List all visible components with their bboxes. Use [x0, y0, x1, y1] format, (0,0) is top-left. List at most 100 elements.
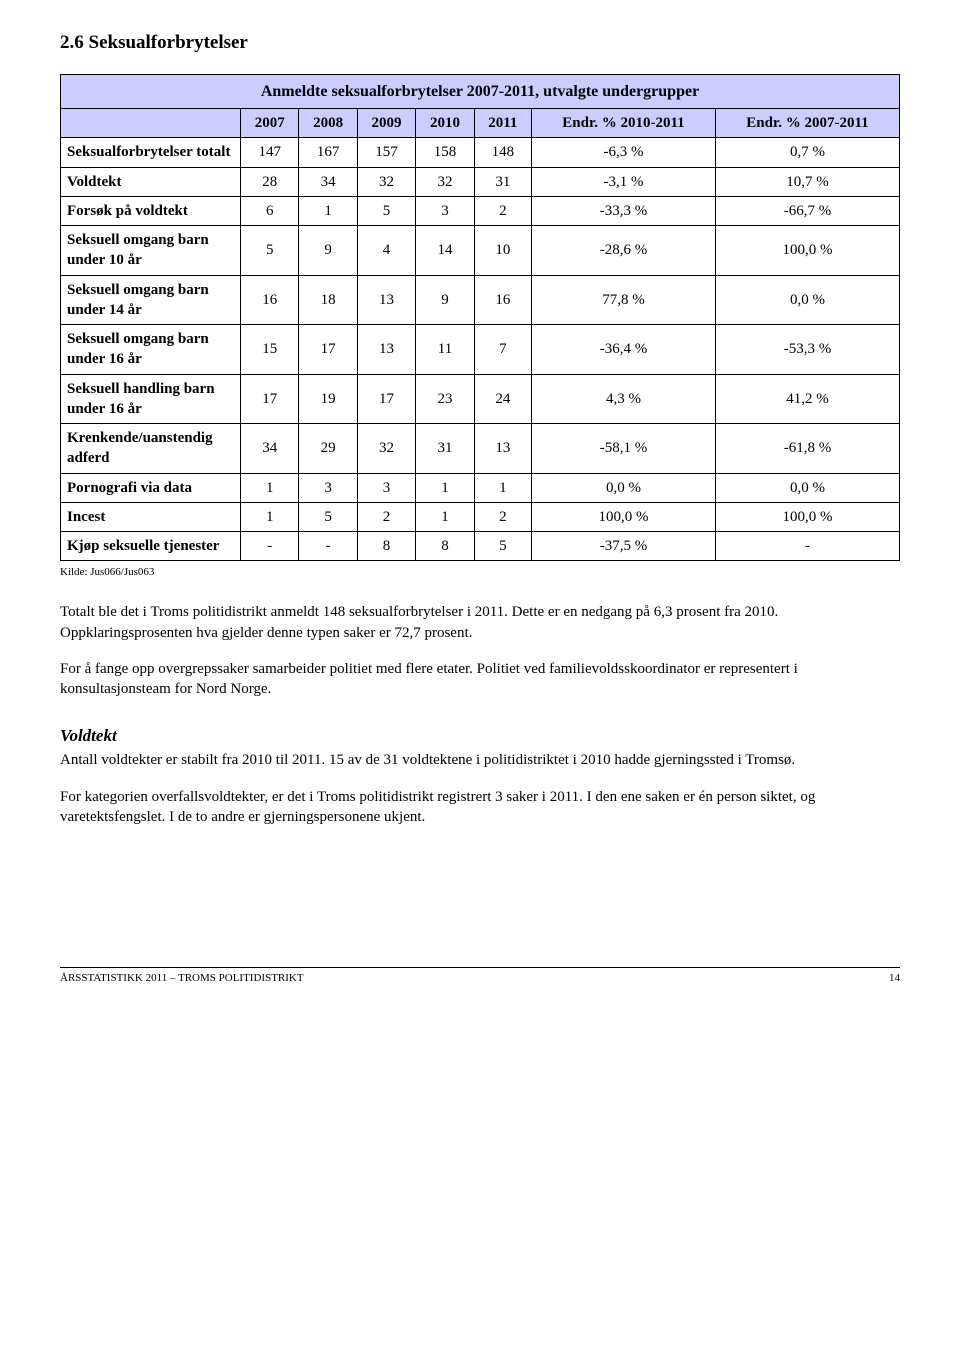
body-paragraph: Antall voldtekter er stabilt fra 2010 ti… — [60, 750, 900, 770]
footer-left: ÅRSSTATISTIKK 2011 – TROMS POLITIDISTRIK… — [60, 971, 304, 986]
table-cell: -36,4 % — [532, 325, 716, 375]
table-cell: 100,0 % — [715, 226, 899, 276]
body-paragraph: For å fange opp overgrepssaker samarbeid… — [60, 659, 900, 700]
table-cell: 1 — [241, 473, 299, 502]
table-cell: 32 — [357, 424, 415, 474]
table-cell: 157 — [357, 138, 415, 167]
table-cell: 24 — [474, 374, 531, 424]
table-cell: 13 — [474, 424, 531, 474]
table-header-col: 2008 — [299, 109, 357, 138]
table-cell: 5 — [299, 502, 357, 531]
table-cell: 0,0 % — [532, 473, 716, 502]
table-cell: 5 — [241, 226, 299, 276]
table-cell: 32 — [416, 167, 474, 196]
table-cell: 13 — [357, 275, 415, 325]
table-cell: 29 — [299, 424, 357, 474]
table-cell: 10 — [474, 226, 531, 276]
table-row: Seksuell omgang barn under 16 år15171311… — [61, 325, 900, 375]
table-header-row: 2007 2008 2009 2010 2011 Endr. % 2010-20… — [61, 109, 900, 138]
table-cell: 11 — [416, 325, 474, 375]
table-cell: 3 — [299, 473, 357, 502]
table-cell: 16 — [474, 275, 531, 325]
subheading: Voldtekt — [60, 725, 900, 748]
table-cell: 14 — [416, 226, 474, 276]
table-cell: 7 — [474, 325, 531, 375]
table-header-blank — [61, 109, 241, 138]
table-cell: 0,7 % — [715, 138, 899, 167]
table-cell: 100,0 % — [532, 502, 716, 531]
table-row-label: Krenkende/uanstendig adferd — [61, 424, 241, 474]
table-cell: 8 — [357, 532, 415, 561]
table-header-col: 2010 — [416, 109, 474, 138]
table-cell: 2 — [474, 196, 531, 225]
table-cell: 100,0 % — [715, 502, 899, 531]
table-row-label: Seksuell handling barn under 16 år — [61, 374, 241, 424]
table-cell: -37,5 % — [532, 532, 716, 561]
section-heading: 2.6 Seksualforbrytelser — [60, 30, 900, 56]
table-cell: 9 — [299, 226, 357, 276]
table-row-label: Incest — [61, 502, 241, 531]
table-cell: 10,7 % — [715, 167, 899, 196]
table-row-label: Pornografi via data — [61, 473, 241, 502]
table-row-label: Forsøk på voldtekt — [61, 196, 241, 225]
table-cell: 23 — [416, 374, 474, 424]
table-row-label: Voldtekt — [61, 167, 241, 196]
table-row: Kjøp seksuelle tjenester--885-37,5 %- — [61, 532, 900, 561]
table-row: Seksuell handling barn under 16 år171917… — [61, 374, 900, 424]
table-cell: -6,3 % — [532, 138, 716, 167]
table-header-col: 2009 — [357, 109, 415, 138]
table-cell: 147 — [241, 138, 299, 167]
table-cell: 17 — [357, 374, 415, 424]
page-footer: ÅRSSTATISTIKK 2011 – TROMS POLITIDISTRIK… — [60, 967, 900, 986]
table-row-label: Seksuell omgang barn under 16 år — [61, 325, 241, 375]
table-cell: 158 — [416, 138, 474, 167]
table-cell: 1 — [416, 473, 474, 502]
footer-page-number: 14 — [889, 971, 900, 986]
body-paragraph: Totalt ble det i Troms politidistrikt an… — [60, 602, 900, 643]
table-cell: 16 — [241, 275, 299, 325]
table-row-label: Seksuell omgang barn under 10 år — [61, 226, 241, 276]
table-header-col: 2011 — [474, 109, 531, 138]
table-row: Incest15212100,0 %100,0 % — [61, 502, 900, 531]
table-row: Seksuell omgang barn under 14 år16181391… — [61, 275, 900, 325]
table-cell: -33,3 % — [532, 196, 716, 225]
table-cell: 18 — [299, 275, 357, 325]
table-cell: 1 — [241, 502, 299, 531]
table-row: Voldtekt2834323231-3,1 %10,7 % — [61, 167, 900, 196]
table-cell: 77,8 % — [532, 275, 716, 325]
table-header-col: Endr. % 2007-2011 — [715, 109, 899, 138]
table-cell: 2 — [474, 502, 531, 531]
table-title-row: Anmeldte seksualforbrytelser 2007-2011, … — [61, 74, 900, 109]
table-cell: 34 — [241, 424, 299, 474]
table-cell: 15 — [241, 325, 299, 375]
source-line: Kilde: Jus066/Jus063 — [60, 565, 900, 580]
table-row: Seksualforbrytelser totalt14716715715814… — [61, 138, 900, 167]
table-cell: - — [299, 532, 357, 561]
table-cell: - — [241, 532, 299, 561]
table-cell: 3 — [357, 473, 415, 502]
table-row: Krenkende/uanstendig adferd3429323113-58… — [61, 424, 900, 474]
table-cell: 1 — [416, 502, 474, 531]
table-cell: 6 — [241, 196, 299, 225]
table-cell: 4 — [357, 226, 415, 276]
table-cell: -53,3 % — [715, 325, 899, 375]
table-row: Pornografi via data133110,0 %0,0 % — [61, 473, 900, 502]
table-cell: 34 — [299, 167, 357, 196]
table-cell: 17 — [241, 374, 299, 424]
table-header-col: Endr. % 2010-2011 — [532, 109, 716, 138]
table-row-label: Kjøp seksuelle tjenester — [61, 532, 241, 561]
table-cell: -66,7 % — [715, 196, 899, 225]
table-cell: 41,2 % — [715, 374, 899, 424]
table-title: Anmeldte seksualforbrytelser 2007-2011, … — [61, 74, 900, 109]
table-row: Seksuell omgang barn under 10 år5941410-… — [61, 226, 900, 276]
table-cell: -3,1 % — [532, 167, 716, 196]
table-cell: 9 — [416, 275, 474, 325]
table-cell: 13 — [357, 325, 415, 375]
table-cell: -61,8 % — [715, 424, 899, 474]
table-cell: 2 — [357, 502, 415, 531]
table-cell: 28 — [241, 167, 299, 196]
table-cell: 167 — [299, 138, 357, 167]
table-cell: -58,1 % — [532, 424, 716, 474]
table-cell: 31 — [416, 424, 474, 474]
table-cell: 0,0 % — [715, 275, 899, 325]
